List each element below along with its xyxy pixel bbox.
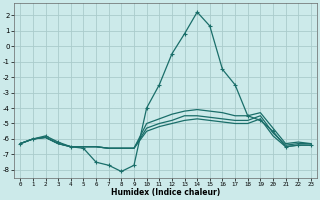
X-axis label: Humidex (Indice chaleur): Humidex (Indice chaleur) xyxy=(111,188,220,197)
